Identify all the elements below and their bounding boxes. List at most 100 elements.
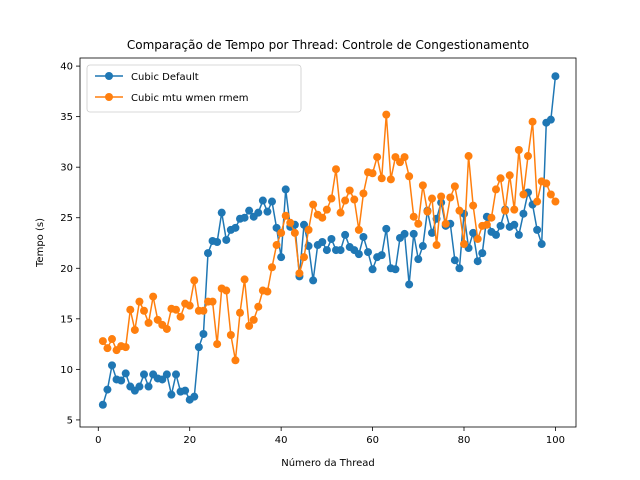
series-line (102, 76, 557, 405)
data-point (162, 324, 171, 333)
data-point (533, 197, 542, 206)
data-point (121, 369, 130, 378)
data-point (409, 229, 418, 238)
data-point (208, 297, 217, 306)
data-point (286, 218, 295, 227)
data-point (268, 263, 276, 272)
data-point (290, 228, 299, 237)
data-point (190, 276, 199, 285)
data-point (519, 190, 528, 199)
data-point (400, 153, 409, 162)
data-point (222, 286, 231, 295)
data-point (103, 385, 112, 394)
data-point (336, 208, 345, 217)
y-tick-label: 35 (60, 112, 73, 123)
data-point (144, 318, 153, 327)
y-tick-label: 25 (60, 213, 73, 224)
data-point (382, 110, 391, 119)
data-point (249, 315, 258, 324)
data-point (345, 186, 354, 195)
legend: Cubic Default Cubic mtu wmen rmem (86, 64, 302, 113)
x-tick-label: 80 (458, 435, 471, 446)
data-point (322, 205, 331, 214)
data-point (359, 232, 368, 241)
data-point (341, 196, 350, 205)
data-point (258, 196, 267, 205)
data-point (322, 246, 331, 255)
data-point (272, 241, 281, 250)
data-point (373, 153, 382, 162)
data-point (185, 301, 194, 310)
data-point (473, 234, 482, 243)
data-point (277, 228, 286, 237)
data-point (492, 185, 500, 194)
data-point (341, 230, 350, 239)
data-point (418, 181, 427, 190)
data-point (204, 249, 212, 258)
data-point (108, 335, 116, 344)
series-layer (98, 72, 560, 409)
data-point (300, 253, 308, 262)
data-point (226, 331, 235, 339)
data-point (469, 201, 478, 210)
data-point (386, 175, 395, 184)
data-point (103, 344, 112, 353)
data-point (318, 213, 327, 222)
data-point (377, 174, 386, 183)
data-point (108, 361, 116, 370)
data-point (405, 280, 414, 289)
data-point (140, 370, 148, 379)
data-point (245, 206, 254, 215)
x-axis-label: Número da Thread (281, 457, 375, 469)
data-point (391, 265, 400, 274)
data-point (126, 305, 135, 314)
data-point (519, 209, 528, 218)
data-point (405, 172, 414, 181)
data-point (254, 208, 263, 217)
y-tick-label: 30 (60, 163, 73, 174)
data-point (309, 200, 318, 209)
data-point (428, 228, 436, 237)
data-point (167, 390, 176, 399)
data-point (281, 211, 290, 220)
data-point (199, 306, 208, 315)
data-point (213, 237, 222, 246)
data-point (450, 256, 459, 265)
data-point (496, 174, 505, 183)
y-tick-label: 40 (60, 62, 73, 73)
data-point (450, 182, 459, 191)
data-point (400, 229, 409, 238)
data-point (240, 213, 249, 222)
data-point (263, 287, 272, 296)
data-point (364, 248, 372, 257)
data-point (309, 276, 318, 285)
data-point (473, 257, 482, 266)
data-point (510, 220, 519, 229)
data-point (240, 275, 249, 284)
data-point (130, 325, 139, 334)
data-point (414, 219, 423, 228)
x-tick-label: 60 (366, 435, 379, 446)
data-point (295, 269, 304, 278)
data-point (135, 382, 144, 391)
data-point (199, 329, 208, 338)
data-point (268, 197, 276, 206)
data-point (460, 240, 468, 249)
data-point (528, 117, 537, 126)
data-point (382, 224, 391, 233)
legend-label: Cubic Default (131, 72, 199, 83)
data-point (162, 370, 171, 379)
data-point (354, 250, 363, 259)
data-point (172, 370, 180, 379)
x-tick-label: 40 (275, 435, 288, 446)
data-point (464, 152, 473, 161)
data-point (194, 343, 203, 352)
legend-box (86, 64, 302, 113)
data-point (418, 242, 427, 251)
data-point (98, 400, 107, 409)
data-point (231, 356, 240, 365)
data-point (222, 235, 231, 244)
data-point (231, 223, 240, 232)
data-point (135, 297, 144, 306)
